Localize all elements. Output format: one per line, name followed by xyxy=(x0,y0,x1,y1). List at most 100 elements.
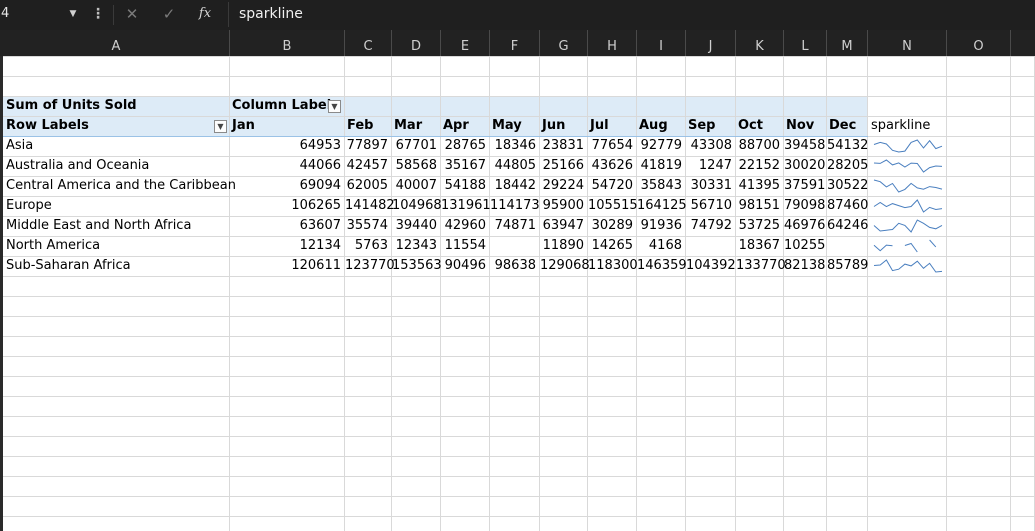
value-cell[interactable]: 105515 xyxy=(588,198,638,213)
value-cell[interactable]: 67701 xyxy=(395,138,437,153)
value-cell[interactable]: 14265 xyxy=(591,238,633,253)
value-cell[interactable]: 10255 xyxy=(784,238,826,253)
row-label[interactable]: Europe xyxy=(6,198,52,213)
value-cell[interactable]: 79098 xyxy=(784,198,826,213)
column-header-i[interactable]: I xyxy=(637,30,686,56)
value-cell[interactable]: 39458 xyxy=(784,138,826,153)
value-cell[interactable]: 63607 xyxy=(299,218,341,233)
value-cell[interactable]: 12134 xyxy=(299,238,341,253)
value-cell[interactable]: 12343 xyxy=(395,238,437,253)
value-cell[interactable]: 87460 xyxy=(827,198,869,213)
value-cell[interactable]: 41819 xyxy=(640,158,682,173)
month-header-oct[interactable]: Oct xyxy=(738,118,763,133)
value-cell[interactable]: 120611 xyxy=(291,258,341,273)
row-label[interactable]: Asia xyxy=(6,138,34,153)
column-header-k[interactable]: K xyxy=(736,30,784,56)
value-cell[interactable]: 114173 xyxy=(490,198,540,213)
value-cell[interactable]: 44066 xyxy=(299,158,341,173)
value-cell[interactable]: 56710 xyxy=(690,198,732,213)
value-cell[interactable]: 23831 xyxy=(542,138,584,153)
value-cell[interactable]: 54132 xyxy=(827,138,869,153)
month-header-jan[interactable]: Jan xyxy=(232,118,255,133)
row-labels-filter-button[interactable]: ▼ xyxy=(214,120,227,133)
value-cell[interactable]: 54720 xyxy=(591,178,633,193)
row-label[interactable]: Australia and Oceania xyxy=(6,158,150,173)
value-cell[interactable]: 129068 xyxy=(540,258,590,273)
row-label[interactable]: Central America and the Caribbean xyxy=(6,178,236,193)
row-label[interactable]: North America xyxy=(6,238,101,253)
month-header-aug[interactable]: Aug xyxy=(639,118,668,133)
value-cell[interactable]: 153563 xyxy=(392,258,442,273)
value-cell[interactable]: 4168 xyxy=(648,238,682,253)
value-cell[interactable]: 164125 xyxy=(637,198,687,213)
column-header-a[interactable]: A xyxy=(3,30,230,56)
column-header-g[interactable]: G xyxy=(540,30,588,56)
value-cell[interactable]: 104968 xyxy=(392,198,442,213)
value-cell[interactable]: 28205 xyxy=(827,158,869,173)
enter-button[interactable]: ✓ xyxy=(157,3,181,25)
chevron-down-icon[interactable]: ▼ xyxy=(69,9,77,19)
value-cell[interactable]: 30289 xyxy=(591,218,633,233)
value-cell[interactable]: 46976 xyxy=(784,218,826,233)
value-cell[interactable]: 41395 xyxy=(738,178,780,193)
value-cell[interactable]: 88700 xyxy=(738,138,780,153)
value-cell[interactable]: 98638 xyxy=(494,258,536,273)
value-cell[interactable]: 42960 xyxy=(444,218,486,233)
value-cell[interactable]: 35574 xyxy=(346,218,388,233)
insert-function-button[interactable]: fx xyxy=(192,3,218,25)
row-labels-header[interactable]: Row Labels xyxy=(6,118,89,133)
column-header-b[interactable]: B xyxy=(230,30,345,56)
value-cell[interactable]: 64246 xyxy=(827,218,869,233)
row-label[interactable]: Sub-Saharan Africa xyxy=(6,258,131,273)
column-header-j[interactable]: J xyxy=(686,30,736,56)
month-header-sep[interactable]: Sep xyxy=(688,118,716,133)
column-header-h[interactable]: H xyxy=(588,30,637,56)
column-header-f[interactable]: F xyxy=(490,30,540,56)
value-cell[interactable]: 39440 xyxy=(395,218,437,233)
value-cell[interactable]: 43626 xyxy=(591,158,633,173)
value-cell[interactable]: 69094 xyxy=(299,178,341,193)
value-cell[interactable]: 91936 xyxy=(640,218,682,233)
column-header-n[interactable]: N xyxy=(868,30,947,56)
value-cell[interactable]: 82138 xyxy=(784,258,826,273)
column-labels-filter-button[interactable]: ▼ xyxy=(328,100,341,113)
column-header-c[interactable]: C xyxy=(345,30,392,56)
value-cell[interactable]: 106265 xyxy=(291,198,341,213)
value-cell[interactable]: 18442 xyxy=(494,178,536,193)
value-cell[interactable]: 77897 xyxy=(346,138,388,153)
value-cell[interactable]: 62005 xyxy=(346,178,388,193)
value-cell[interactable]: 104392 xyxy=(686,258,736,273)
values-label[interactable]: Sum of Units Sold xyxy=(6,98,137,113)
value-cell[interactable]: 35843 xyxy=(640,178,682,193)
month-header-may[interactable]: May xyxy=(492,118,522,133)
value-cell[interactable]: 30020 xyxy=(784,158,826,173)
value-cell[interactable]: 64953 xyxy=(299,138,341,153)
value-cell[interactable]: 25166 xyxy=(542,158,584,173)
column-header-o[interactable]: O xyxy=(947,30,1011,56)
column-header-d[interactable]: D xyxy=(392,30,441,56)
value-cell[interactable]: 28765 xyxy=(444,138,486,153)
value-cell[interactable]: 54188 xyxy=(444,178,486,193)
value-cell[interactable]: 74871 xyxy=(494,218,536,233)
month-header-jun[interactable]: Jun xyxy=(542,118,566,133)
month-header-jul[interactable]: Jul xyxy=(590,118,609,133)
value-cell[interactable]: 18367 xyxy=(738,238,780,253)
month-header-dec[interactable]: Dec xyxy=(829,118,857,133)
month-header-apr[interactable]: Apr xyxy=(443,118,469,133)
month-header-mar[interactable]: Mar xyxy=(394,118,423,133)
value-cell[interactable]: 43308 xyxy=(690,138,732,153)
value-cell[interactable]: 40007 xyxy=(395,178,437,193)
value-cell[interactable]: 77654 xyxy=(591,138,633,153)
value-cell[interactable]: 90496 xyxy=(444,258,486,273)
value-cell[interactable]: 30522 xyxy=(827,178,869,193)
column-header-l[interactable]: L xyxy=(784,30,827,56)
value-cell[interactable]: 92779 xyxy=(640,138,682,153)
month-header-feb[interactable]: Feb xyxy=(347,118,374,133)
value-cell[interactable]: 44805 xyxy=(494,158,536,173)
value-cell[interactable]: 95900 xyxy=(542,198,584,213)
value-cell[interactable]: 11890 xyxy=(542,238,584,253)
value-cell[interactable]: 74792 xyxy=(690,218,732,233)
value-cell[interactable]: 29224 xyxy=(542,178,584,193)
value-cell[interactable]: 30331 xyxy=(690,178,732,193)
value-cell[interactable]: 53725 xyxy=(738,218,780,233)
